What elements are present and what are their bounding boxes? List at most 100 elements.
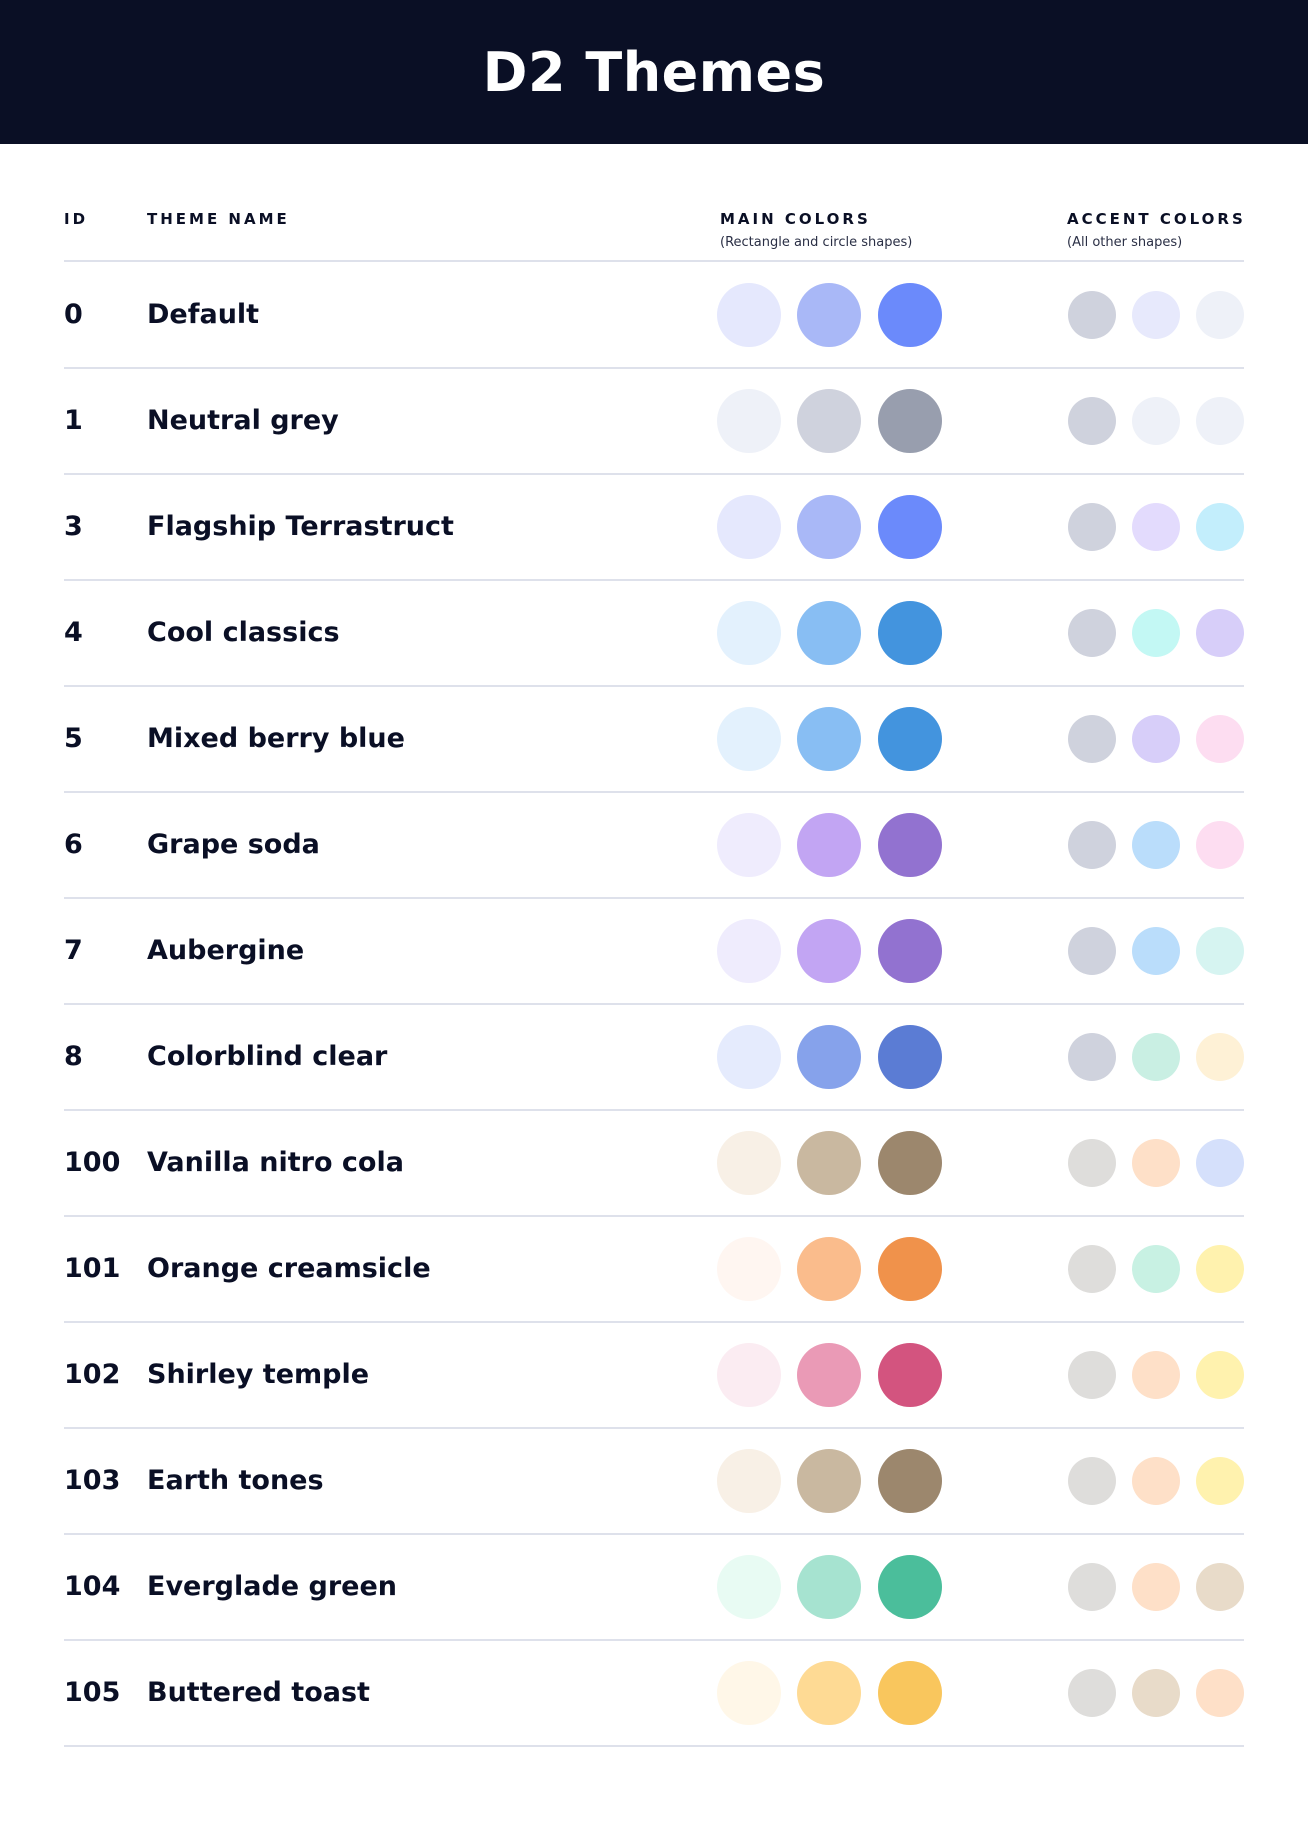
main-color-swatch [797,1661,861,1725]
row-divider [64,1533,1244,1535]
main-color-swatch [878,1661,942,1725]
theme-id: 100 [64,1147,121,1178]
table-row: 0 Default [0,262,1308,368]
main-color-swatch [717,283,781,347]
header-divider [64,260,1244,262]
main-color-swatch [717,919,781,983]
accent-color-swatch [1132,1245,1180,1293]
accent-color-swatch [1196,1457,1244,1505]
main-color-swatch [717,389,781,453]
theme-name: Shirley temple [147,1359,370,1390]
accent-color-swatch [1068,1033,1116,1081]
row-divider [64,1639,1244,1641]
accent-color-swatch [1068,715,1116,763]
accent-color-swatch [1068,503,1116,551]
accent-color-swatch [1068,1457,1116,1505]
main-color-swatch [797,283,861,347]
row-divider [64,1215,1244,1217]
main-color-swatch [878,283,942,347]
main-colors-subtitle: (Rectangle and circle shapes) [720,235,913,250]
theme-id: 8 [64,1041,83,1072]
row-divider [64,791,1244,793]
main-color-swatch [717,601,781,665]
main-color-swatch [717,707,781,771]
main-color-swatch [717,1661,781,1725]
accent-color-swatch [1132,291,1180,339]
theme-id: 105 [64,1677,121,1708]
theme-id: 0 [64,299,83,330]
theme-name: Neutral grey [147,405,339,436]
theme-name: Earth tones [147,1465,324,1496]
accent-color-swatch [1068,1351,1116,1399]
main-color-swatch [878,919,942,983]
table-row: 100 Vanilla nitro cola [0,1110,1308,1216]
row-divider [64,1321,1244,1323]
theme-id: 1 [64,405,83,436]
main-color-swatch [797,1025,861,1089]
accent-color-swatch [1132,503,1180,551]
accent-color-swatch [1132,1139,1180,1187]
theme-id: 104 [64,1571,121,1602]
accent-color-swatch [1132,1563,1180,1611]
accent-color-swatch [1068,609,1116,657]
accent-color-swatch [1196,1563,1244,1611]
accent-color-swatch [1132,1669,1180,1717]
theme-id: 6 [64,829,83,860]
column-header-theme-name: THEME NAME [147,210,290,228]
accent-color-swatch [1068,1245,1116,1293]
accent-color-swatch [1196,927,1244,975]
page-header: D2 Themes [0,0,1308,144]
column-header-id: ID [64,210,89,228]
accent-color-swatch [1196,1139,1244,1187]
accent-color-swatch [1196,503,1244,551]
table-row: 5 Mixed berry blue [0,686,1308,792]
main-color-swatch [797,1449,861,1513]
main-color-swatch [878,389,942,453]
accent-color-swatch [1132,927,1180,975]
main-color-swatch [717,1025,781,1089]
row-divider [64,579,1244,581]
row-divider [64,1109,1244,1111]
accent-colors-subtitle: (All other shapes) [1067,235,1183,250]
main-color-swatch [717,495,781,559]
main-color-swatch [717,1237,781,1301]
main-color-swatch [797,919,861,983]
row-divider [64,367,1244,369]
accent-color-swatch [1196,291,1244,339]
accent-color-swatch [1196,1669,1244,1717]
theme-name: Colorblind clear [147,1041,388,1072]
row-divider [64,1427,1244,1429]
table-row: 101 Orange creamsicle [0,1216,1308,1322]
main-color-swatch [878,1555,942,1619]
main-color-swatch [797,601,861,665]
table-row: 103 Earth tones [0,1428,1308,1534]
main-color-swatch [878,1343,942,1407]
theme-id: 4 [64,617,83,648]
column-header-accent-colors: ACCENT COLORS [1067,210,1246,228]
main-color-swatch [878,1131,942,1195]
accent-color-swatch [1196,1351,1244,1399]
main-color-swatch [797,1555,861,1619]
accent-color-swatch [1068,1139,1116,1187]
main-color-swatch [797,495,861,559]
table-row: 6 Grape soda [0,792,1308,898]
main-color-swatch [878,601,942,665]
table-row: 102 Shirley temple [0,1322,1308,1428]
theme-name: Grape soda [147,829,320,860]
row-divider [64,473,1244,475]
row-divider [64,685,1244,687]
row-divider [64,897,1244,899]
accent-color-swatch [1068,397,1116,445]
main-color-swatch [717,1555,781,1619]
main-color-swatch [878,813,942,877]
main-color-swatch [797,1343,861,1407]
theme-id: 102 [64,1359,121,1390]
main-color-swatch [797,1131,861,1195]
main-color-swatch [717,1343,781,1407]
accent-color-swatch [1132,715,1180,763]
main-color-swatch [797,1237,861,1301]
main-color-swatch [797,707,861,771]
page-title: D2 Themes [482,40,826,104]
table-row: 104 Everglade green [0,1534,1308,1640]
main-color-swatch [717,1131,781,1195]
